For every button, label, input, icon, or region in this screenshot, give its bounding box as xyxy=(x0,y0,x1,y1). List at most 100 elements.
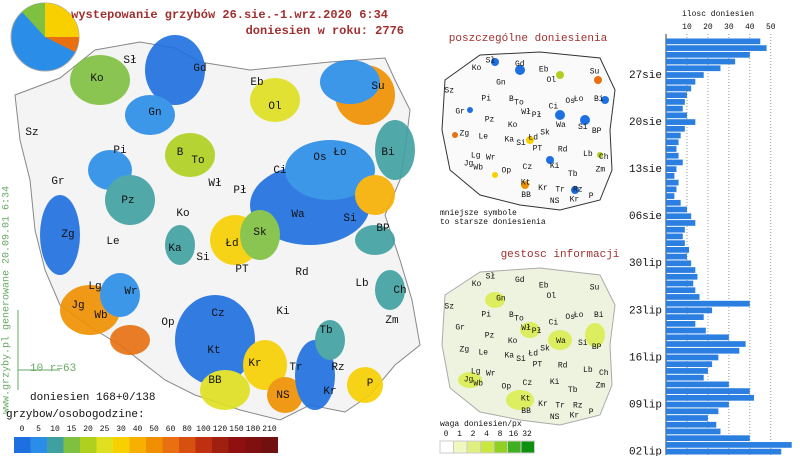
region-label: Pz xyxy=(121,195,134,207)
legend-swatch xyxy=(14,437,31,453)
region-label: Lb xyxy=(355,278,368,290)
bar xyxy=(666,186,677,193)
region-label: To xyxy=(514,315,524,324)
bar xyxy=(666,173,675,179)
region-label: Ol xyxy=(546,292,556,301)
legend-swatch xyxy=(80,437,97,453)
region-label: Łd xyxy=(528,349,538,358)
region-label: Jg xyxy=(464,159,474,168)
region-label: Tb xyxy=(319,325,332,337)
region-label: Ko xyxy=(176,208,189,220)
region-label: Lg xyxy=(471,367,481,376)
reports-map-title: poszczególne doniesienia xyxy=(449,33,608,45)
region-label: Lg xyxy=(471,151,481,160)
reports-map-note: mniejsze symbole xyxy=(440,209,517,218)
region-label: Zm xyxy=(596,382,606,391)
region-label: Jg xyxy=(464,375,474,384)
legend-swatch xyxy=(63,437,80,453)
bar xyxy=(666,260,692,267)
bar xyxy=(666,119,696,125)
bar xyxy=(666,152,679,159)
region-label: Wb xyxy=(473,380,483,389)
region-label: Le xyxy=(478,133,488,142)
region-label: Łd xyxy=(225,238,238,250)
bar xyxy=(666,132,681,139)
region-label: Gn xyxy=(148,107,161,119)
bar xyxy=(666,179,679,186)
region-label: Ło xyxy=(574,95,584,104)
reports-map-outline xyxy=(441,51,616,211)
region-label: Tr xyxy=(289,362,302,374)
bar xyxy=(666,226,685,233)
region-label: Rd xyxy=(295,267,308,279)
legend-swatch xyxy=(228,437,245,453)
region-label: NS xyxy=(550,197,560,206)
region-label: Ko xyxy=(508,337,518,346)
legend-label: 16 xyxy=(509,430,519,439)
legend-label: 2 xyxy=(471,430,476,439)
region-label: Pz xyxy=(485,331,495,340)
region-label: Si xyxy=(578,339,588,348)
legend-swatch xyxy=(480,440,495,454)
legend-swatch xyxy=(129,437,146,453)
bar xyxy=(666,213,692,220)
region-label: To xyxy=(191,155,204,167)
region-label: Ol xyxy=(268,101,281,113)
region-label: Jg xyxy=(71,300,84,312)
region-label: PT xyxy=(235,264,249,276)
bar xyxy=(666,314,704,320)
region-label: Sł xyxy=(486,273,496,282)
region-label: Ci xyxy=(549,103,559,112)
legend-label: 0 xyxy=(20,425,25,434)
region-label: Wł xyxy=(521,324,531,333)
region-label: P xyxy=(589,408,594,417)
legend-label: 20 xyxy=(83,425,93,434)
region-label: BB xyxy=(208,375,222,387)
region-label: B xyxy=(509,95,514,104)
region-label: Zg xyxy=(460,346,470,355)
region-label: B xyxy=(509,311,514,320)
region-label: Os xyxy=(565,313,575,322)
region-label: Pi xyxy=(481,310,491,319)
region-label: BP xyxy=(592,127,602,136)
region-label: Ch xyxy=(599,153,609,162)
region-label: Ch xyxy=(599,369,609,378)
legend-label: 8 xyxy=(498,430,503,439)
legend-swatch xyxy=(30,437,47,453)
main-map xyxy=(14,35,421,421)
region-label: Sk xyxy=(253,227,267,239)
region-label: Wr xyxy=(486,370,496,379)
region-label: Zg xyxy=(460,130,470,139)
region-label: Si xyxy=(343,213,357,225)
legend-label: 60 xyxy=(166,425,176,434)
region-label: Zm xyxy=(596,166,606,175)
legend-label: 100 xyxy=(196,425,211,434)
bar xyxy=(666,334,729,341)
y-tick-label: 30lip xyxy=(629,258,662,270)
bar xyxy=(666,253,687,260)
legend-label: 4 xyxy=(484,430,489,439)
region-label: Sz xyxy=(444,303,454,312)
region-label: BB xyxy=(521,407,531,416)
region-label: Ko xyxy=(508,121,518,130)
legend-swatch xyxy=(520,440,535,454)
bar xyxy=(666,442,792,448)
region-label: Kt xyxy=(521,178,531,187)
legend-swatch xyxy=(47,437,64,453)
region-label: Rz xyxy=(573,401,583,410)
region-label: Wł xyxy=(521,108,531,117)
region-label: Zm xyxy=(385,315,399,327)
region-label: Ko xyxy=(90,73,103,85)
legend-label: 10 xyxy=(50,425,60,434)
region-label: Gd xyxy=(515,60,525,69)
y-tick-label: 02lip xyxy=(629,447,662,456)
y-tick-label: 16lip xyxy=(629,352,662,364)
region-label: Gn xyxy=(496,78,506,87)
region-label: P xyxy=(367,378,374,390)
region-label: Rz xyxy=(573,185,583,194)
legend-label: 210 xyxy=(262,425,277,434)
y-tick-label: 20sie xyxy=(629,117,662,129)
region-label: Wa xyxy=(556,337,566,346)
region-label: Kr xyxy=(323,386,336,398)
region-label: Cz xyxy=(211,308,224,320)
